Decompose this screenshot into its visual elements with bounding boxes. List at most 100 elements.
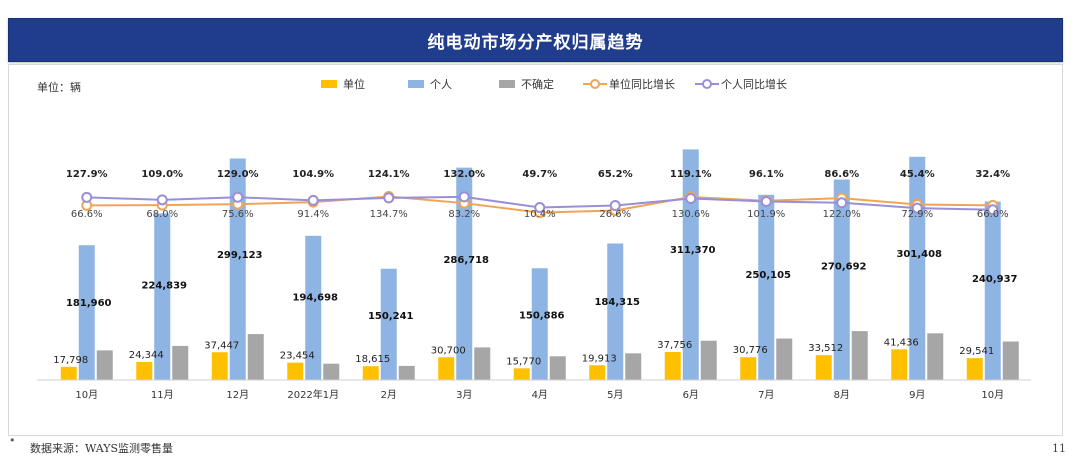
personal-growth-point <box>911 202 923 214</box>
x-axis: 10月 11月 12月 2022年1月 2月 3月 4月 5月 6月 7月 8月 9月 10月 <box>37 379 1031 401</box>
personal-growth-point <box>307 194 319 206</box>
legend-unit-growth-label: 单位同比增长 <box>609 77 675 91</box>
unit-growth-label: 68.0% <box>146 209 178 220</box>
personal-value-label: 194,698 <box>292 293 338 304</box>
personal-bar <box>909 156 926 380</box>
unit-value-label: 30,700 <box>431 345 466 356</box>
personal-growth-label: 124.1% <box>368 169 410 180</box>
unit-bar <box>815 355 832 380</box>
unit-bar <box>664 352 681 380</box>
personal-bar <box>682 149 699 380</box>
unit-growth-label: 66.6% <box>71 209 103 220</box>
personal-growth-point <box>685 193 697 205</box>
legend-uncertain-label: 不确定 <box>521 77 554 91</box>
unit-value-label: 29,541 <box>959 346 994 357</box>
personal-value-label: 150,241 <box>368 311 414 322</box>
unit-value-label: 15,770 <box>506 356 541 367</box>
personal-growth-point <box>81 191 93 203</box>
legend-personal-growth-marker <box>702 79 712 89</box>
uncertain-bar <box>398 365 415 380</box>
unit-value-label: 30,776 <box>733 345 768 356</box>
x-tick-label: 10月 <box>981 389 1004 401</box>
personal-growth-label: 49.7% <box>522 169 557 180</box>
legend-personal-label: 个人 <box>430 78 452 91</box>
personal-value-label: 240,937 <box>972 274 1018 285</box>
personal-growth-point <box>836 197 848 209</box>
unit-bar <box>362 366 379 380</box>
personal-growth-point <box>383 192 395 204</box>
unit-growth-label: 101.9% <box>747 209 785 220</box>
legend-unit-growth-marker <box>590 79 600 89</box>
x-tick-label: 8月 <box>834 389 850 401</box>
chart-title-bar: 纯电动市场分产权归属趋势 <box>8 18 1063 62</box>
personal-growth-label: 132.0% <box>443 169 485 180</box>
personal-bar <box>833 179 850 380</box>
legend-personal-swatch <box>408 80 424 88</box>
personal-growth-point <box>458 191 470 203</box>
personal-value-label: 311,370 <box>670 245 716 256</box>
personal-growth-label: 32.4% <box>975 169 1010 180</box>
personal-growth-point <box>232 191 244 203</box>
personal-growth-label: 45.4% <box>900 169 935 180</box>
uncertain-bar <box>96 350 113 380</box>
personal-bar <box>305 235 322 380</box>
unit-value-label: 41,436 <box>884 337 919 348</box>
legend-unit-swatch <box>321 80 337 88</box>
legend-personal-growth: 个人同比增长 <box>695 77 787 91</box>
unit-growth-label: 75.6% <box>222 209 254 220</box>
unit-growth-label: 26.6% <box>599 209 631 220</box>
unit-bar <box>287 362 304 380</box>
legend-uncertain-swatch <box>499 80 515 88</box>
legend-uncertain: 不确定 <box>499 77 554 91</box>
unit-bar <box>211 352 228 380</box>
unit-bar <box>513 368 530 380</box>
unit-bar <box>966 358 983 380</box>
unit-growth-label: 122.0% <box>823 209 861 220</box>
uncertain-bar <box>625 353 642 380</box>
personal-growth-label: 104.9% <box>292 169 334 180</box>
legend-personal: 个人 <box>408 78 452 91</box>
legend-personal-growth-label: 个人同比增长 <box>721 77 787 91</box>
unit-bar <box>589 365 606 380</box>
unit-growth-label: 83.2% <box>448 209 480 220</box>
legend-unit-label: 单位 <box>343 77 365 91</box>
personal-value-label: 250,105 <box>745 270 791 281</box>
x-tick-label: 12月 <box>226 389 249 401</box>
line-group: 127.9% 109.0% 129.0% 104.9% 124.1% 132.0% 49.7… <box>66 169 1010 220</box>
legend-unit: 单位 <box>321 77 365 91</box>
unit-growth-label: 134.7% <box>370 209 408 220</box>
x-tick-label: 11月 <box>151 389 174 401</box>
uncertain-bar <box>474 347 491 380</box>
personal-growth-point <box>609 200 621 212</box>
personal-value-label: 150,886 <box>519 311 565 322</box>
unit-bar <box>438 357 455 380</box>
legend-unit-growth: 单位同比增长 <box>583 77 675 91</box>
x-tick-label: 5月 <box>607 389 623 401</box>
personal-value-label: 301,408 <box>896 249 942 260</box>
x-tick-label: 2022年1月 <box>287 388 339 401</box>
unit-value-label: 23,454 <box>280 351 315 362</box>
personal-bar <box>607 243 624 380</box>
unit-value-label: 17,798 <box>53 355 88 366</box>
personal-value-label: 286,718 <box>443 255 489 266</box>
personal-growth-label: 129.0% <box>217 169 259 180</box>
unit-value-label: 19,913 <box>582 353 617 364</box>
unit-growth-label: 66.0% <box>977 209 1009 220</box>
unit-bar <box>136 361 153 380</box>
chart-title: 纯电动市场分产权归属趋势 <box>427 32 644 53</box>
unit-value-label: 24,344 <box>129 350 164 361</box>
unit-value-label: 37,447 <box>204 340 239 351</box>
chart-container: 单位：辆 单位 个人 不确定 单位同比增长 个人同比增长 17,798 181,960 24… <box>8 64 1063 436</box>
personal-bar <box>154 213 171 380</box>
chart-svg: 单位：辆 单位 个人 不确定 单位同比增长 个人同比增长 17,798 181,960 24… <box>37 77 1031 401</box>
personal-growth-label: 86.6% <box>824 169 859 180</box>
x-tick-label: 9月 <box>909 389 925 401</box>
page-number: 11 <box>1052 442 1066 455</box>
personal-growth-point <box>534 202 546 214</box>
uncertain-bar <box>700 340 717 380</box>
personal-growth-label: 96.1% <box>749 169 784 180</box>
personal-bar <box>456 167 473 380</box>
unit-label: 单位：辆 <box>37 80 81 94</box>
personal-growth-label: 127.9% <box>66 169 108 180</box>
uncertain-bar <box>172 345 189 380</box>
